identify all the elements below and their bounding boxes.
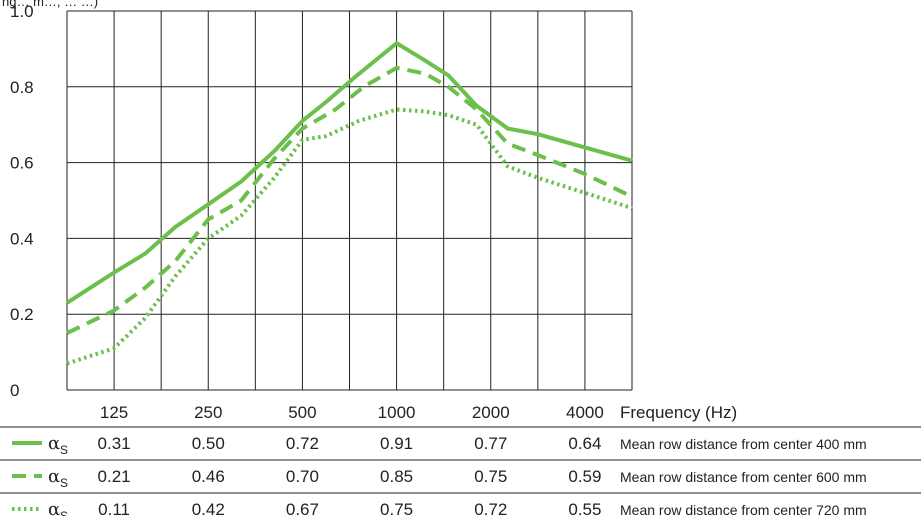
alpha-symbol: α (48, 499, 60, 516)
chart-title-fragment: ng… m…, … …) (2, 0, 98, 9)
series-line-dashed (66, 65, 633, 335)
series-line-solid (65, 41, 633, 305)
table-value: 0.11 (98, 500, 130, 516)
alpha-subscript: S (60, 509, 68, 516)
y-tick-label: 0.4 (10, 229, 34, 248)
x-unit-label: Frequency (Hz) (620, 403, 737, 422)
y-tick-labels: 0 0.2 0.4 0.6 0.8 1.0 (10, 2, 34, 400)
table-value: 0.55 (568, 500, 601, 516)
y-tick-label: 0 (10, 381, 19, 400)
table-value: 0.85 (380, 467, 413, 486)
series-line-dotted (66, 107, 633, 366)
series-name-label: Mean row distance from center 720 mm (620, 502, 867, 516)
y-tick-label: 1.0 (10, 2, 34, 21)
x-tick-label: 250 (194, 403, 222, 422)
table-value: 0.31 (98, 434, 131, 453)
table-value: 0.72 (474, 500, 507, 516)
x-tick-label: 125 (100, 403, 128, 422)
x-tick-label: 2000 (472, 403, 510, 422)
table-value: 0.75 (380, 500, 413, 516)
table-value: 0.77 (474, 434, 507, 453)
alpha-subscript: S (60, 443, 68, 457)
table-value: 0.75 (474, 467, 507, 486)
series-lines (65, 41, 633, 366)
x-tick-label: 4000 (566, 403, 604, 422)
x-tick-labels: 125 250 500 1000 2000 4000 (100, 403, 604, 422)
table-value: 0.59 (568, 467, 601, 486)
table-value: 0.50 (192, 434, 225, 453)
plot-grid (66, 10, 633, 391)
x-tick-label: 500 (288, 403, 316, 422)
table-value: 0.72 (286, 434, 319, 453)
series-name-label: Mean row distance from center 600 mm (620, 469, 867, 485)
y-tick-label: 0.6 (10, 154, 34, 173)
series-name-label: Mean row distance from center 400 mm (620, 436, 867, 452)
table-value: 0.67 (286, 500, 319, 516)
table-value: 0.21 (98, 467, 131, 486)
table-value: 0.91 (380, 434, 413, 453)
absorption-value-table: α S 0.31 0.50 0.72 0.91 0.77 0.64 Mean row dista… (0, 426, 921, 516)
alpha-symbol: α (48, 433, 60, 454)
table-value: 0.70 (286, 467, 319, 486)
alpha-symbol: α (48, 466, 60, 487)
alpha-subscript: S (60, 476, 68, 490)
table-value: 0.64 (568, 434, 601, 453)
y-tick-label: 0.2 (10, 305, 34, 324)
x-tick-label: 1000 (378, 403, 416, 422)
y-tick-label: 0.8 (10, 78, 34, 97)
table-value: 0.46 (192, 467, 225, 486)
table-value: 0.42 (192, 500, 225, 516)
